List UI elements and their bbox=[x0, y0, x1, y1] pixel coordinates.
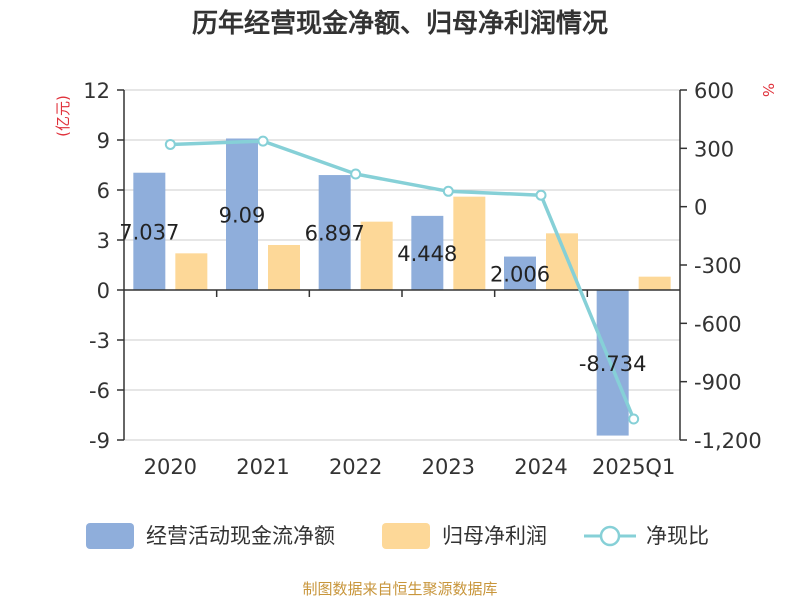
y-right-tick-label: -900 bbox=[694, 371, 742, 395]
y-left-tick-label: 12 bbox=[83, 79, 110, 103]
legend-label-cash-flow: 经营活动现金流净额 bbox=[146, 524, 335, 548]
bars-net-profit bbox=[175, 196, 671, 290]
x-tick-label-2022: 2022 bbox=[329, 455, 382, 479]
y-right-tick-label: -300 bbox=[694, 254, 742, 278]
data-label-cash-flow-2021: 9.09 bbox=[219, 203, 266, 227]
data-labels: 7.037 9.09 6.897 4.448 2.006 -8.734 bbox=[119, 203, 646, 376]
ratio-point-2022 bbox=[350, 168, 362, 180]
y-left-tick-label: 3 bbox=[97, 229, 110, 253]
legend-swatch-ratio-marker bbox=[599, 525, 621, 547]
bar-cash-flow-2020 bbox=[133, 172, 166, 290]
y-left-tick-label: -6 bbox=[89, 379, 110, 403]
bar-cash-flow-2024 bbox=[504, 256, 536, 290]
y-left-tick-label: -3 bbox=[89, 329, 110, 353]
y-right-tick-label: 600 bbox=[694, 79, 734, 103]
bar-cash-flow-2025Q1 bbox=[596, 290, 629, 436]
y-left-tick-label: 9 bbox=[97, 129, 110, 153]
x-tick-label-2020: 2020 bbox=[144, 455, 197, 479]
data-label-cash-flow-2022: 6.897 bbox=[305, 222, 365, 246]
legend-label-ratio: 净现比 bbox=[646, 524, 709, 548]
legend-label-net-profit: 归母净利润 bbox=[442, 524, 547, 548]
chart-title: 历年经营现金净额、归母净利润情况 bbox=[192, 8, 608, 39]
axes: 12 9 6 3 0 -3 -6 -9 600 300 0 -300 -600 -900 -1,200 202… bbox=[83, 79, 761, 479]
y-right-tick-label: -600 bbox=[694, 312, 742, 336]
y-right-tick-label: 300 bbox=[694, 137, 734, 161]
y-right-tick-label: 0 bbox=[694, 196, 707, 220]
bar-net-profit-2022 bbox=[360, 221, 393, 290]
bar-net-profit-2020 bbox=[175, 253, 208, 290]
ratio-point-2020 bbox=[164, 138, 176, 150]
data-label-cash-flow-2020: 7.037 bbox=[119, 220, 179, 244]
data-label-cash-flow-2023: 4.448 bbox=[397, 242, 457, 266]
ratio-line-layer bbox=[164, 135, 640, 425]
y-left-tick-label: -9 bbox=[89, 429, 110, 453]
ratio-point-2023 bbox=[442, 185, 454, 197]
legend: 经营活动现金流净额 归母净利润 净现比 bbox=[86, 523, 709, 549]
grid bbox=[124, 89, 680, 441]
bar-cash-flow-2022 bbox=[318, 175, 351, 290]
x-tick-label-2024: 2024 bbox=[514, 455, 567, 479]
ratio-line bbox=[170, 139, 636, 420]
ratio-point-2025Q1 bbox=[628, 413, 640, 425]
y-right-unit: % bbox=[759, 83, 777, 97]
source-note: 制图数据来自恒生聚源数据库 bbox=[302, 580, 497, 598]
bar-cash-flow-2023 bbox=[411, 215, 444, 290]
legend-swatch-cash-flow bbox=[86, 523, 134, 549]
legend-swatch-net-profit bbox=[382, 523, 430, 549]
bars-cash-flow bbox=[133, 138, 629, 436]
data-label-cash-flow-2024: 2.006 bbox=[490, 262, 550, 286]
bar-net-profit-2023 bbox=[453, 196, 486, 290]
y-left-unit: (亿元) bbox=[54, 95, 72, 137]
data-label-cash-flow-2025Q1: -8.734 bbox=[579, 352, 647, 376]
bar-net-profit-2025Q1 bbox=[638, 276, 671, 290]
bar-net-profit-2021 bbox=[268, 245, 300, 290]
ratio-point-2021 bbox=[257, 135, 269, 147]
x-tick-label-2023: 2023 bbox=[422, 455, 475, 479]
y-left-tick-label: 0 bbox=[97, 279, 110, 303]
x-tick-label-2025Q1: 2025Q1 bbox=[592, 455, 675, 479]
bar-cash-flow-2021 bbox=[226, 138, 258, 290]
ratio-point-2024 bbox=[535, 189, 547, 201]
y-right-tick-label: -1,200 bbox=[694, 429, 762, 453]
y-left-tick-label: 6 bbox=[97, 179, 110, 203]
x-tick-label-2021: 2021 bbox=[236, 455, 289, 479]
